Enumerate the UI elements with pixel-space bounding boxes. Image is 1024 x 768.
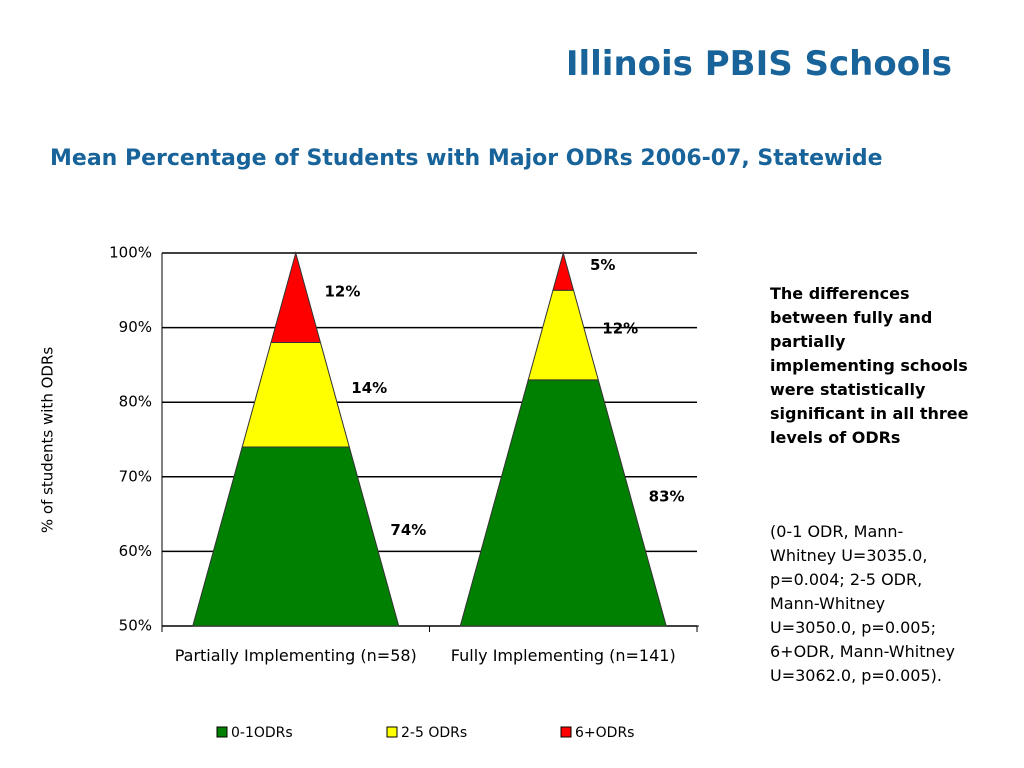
title: Illinois PBIS Schools	[565, 44, 952, 84]
value-label: 12%	[602, 320, 638, 338]
legend-swatch	[386, 726, 398, 738]
value-label: 14%	[351, 379, 387, 397]
stats: (0-1 ODR, Mann-Whitney U=3035.0, p=0.004…	[770, 522, 955, 685]
y-tick-label: 80%	[119, 393, 152, 411]
pyramid-segment	[527, 289, 599, 381]
pyramid-segment	[192, 446, 400, 627]
value-label: 83%	[649, 487, 685, 505]
value-label: 74%	[390, 521, 426, 539]
legend-swatch	[560, 726, 572, 738]
y-tick-label: 70%	[119, 467, 152, 485]
pyramid-segment	[552, 251, 575, 291]
y-axis-label: % of students with ODRs	[39, 347, 57, 534]
legend-label: 6+ODRs	[575, 725, 634, 741]
y-tick-label: 60%	[119, 542, 152, 560]
pyramid-segment	[459, 379, 667, 627]
value-label: 12%	[325, 282, 361, 300]
legend-swatch	[216, 726, 228, 738]
pyramid-segment	[241, 342, 350, 448]
legend-label: 0-1ODRs	[231, 725, 293, 741]
value-label: 5%	[590, 256, 615, 274]
y-tick-label: 100%	[109, 244, 152, 262]
subtitle: Mean Percentage of Students with Major O…	[50, 146, 883, 171]
legend-label: 2-5 ODRs	[401, 725, 467, 741]
y-tick-label: 50%	[119, 617, 152, 635]
y-tick-label: 90%	[119, 318, 152, 336]
x-tick-label: Partially Implementing (n=58)	[174, 646, 417, 665]
note: The differences between fully and partia…	[770, 284, 969, 447]
pyramid-segment	[270, 251, 322, 344]
x-tick-label: Fully Implementing (n=141)	[450, 646, 676, 665]
